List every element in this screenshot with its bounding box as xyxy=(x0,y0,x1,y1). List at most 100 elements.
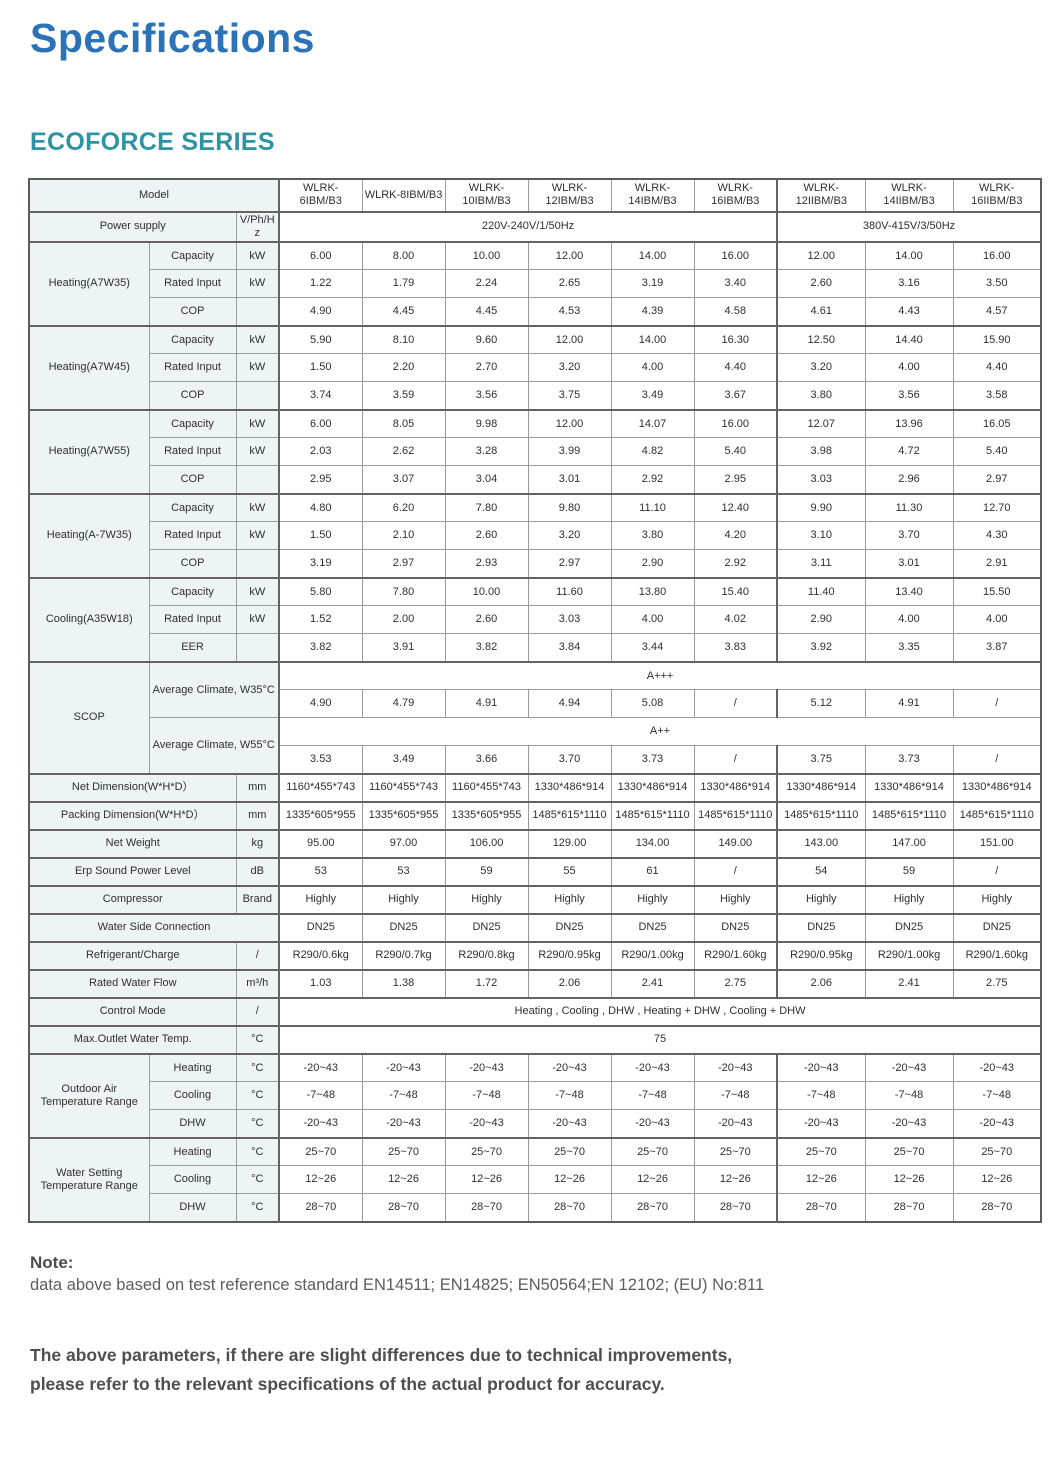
value-cell: 6.00 xyxy=(278,408,363,439)
value-cell: R290/1.60kg xyxy=(693,940,778,971)
value-cell: 28~70 xyxy=(444,1193,529,1223)
value-cell: 4.30 xyxy=(952,521,1042,551)
model-name-cell: WLRK-10IBM/B3 xyxy=(444,178,529,213)
value-cell: Highly xyxy=(693,884,778,915)
value-cell: 2.06 xyxy=(527,968,612,999)
value-cell: 3.87 xyxy=(952,633,1042,663)
value-cell: 4.91 xyxy=(444,689,529,719)
spec-label: Capacity xyxy=(148,408,237,439)
value-cell: 10.00 xyxy=(444,576,529,607)
spec-label: DHW xyxy=(148,1193,237,1223)
unit-cell: kW xyxy=(235,408,280,439)
value-cell: 4.94 xyxy=(527,689,612,719)
spec-label: Average Climate, W55°C xyxy=(148,717,280,775)
value-cell: 2.92 xyxy=(610,465,695,495)
value-cell: 8.10 xyxy=(361,324,446,355)
value-cell: -20~43 xyxy=(444,1052,529,1083)
value-cell: 2.91 xyxy=(952,549,1042,579)
value-cell: 3.82 xyxy=(444,633,529,663)
value-cell: 13.80 xyxy=(610,576,695,607)
value-cell: 1.22 xyxy=(278,269,363,299)
disclaimer-line-1: The above parameters, if there are sligh… xyxy=(30,1344,733,1365)
model-name-cell: WLRK-8IBM/B3 xyxy=(361,178,446,213)
unit-cell xyxy=(235,633,280,663)
spec-label: COP xyxy=(148,465,237,495)
value-cell: DN25 xyxy=(864,912,954,943)
unit-cell: / xyxy=(235,996,280,1027)
group-label: Water Setting Temperature Range xyxy=(28,1136,150,1223)
value-cell: 15.40 xyxy=(693,576,778,607)
spec-label: Rated Water Flow xyxy=(28,968,237,999)
value-cell: 3.10 xyxy=(776,521,866,551)
value-cell: 2.70 xyxy=(444,353,529,383)
value-cell: 55 xyxy=(527,856,612,887)
value-cell: 3.01 xyxy=(864,549,954,579)
value-cell: 4.40 xyxy=(952,353,1042,383)
specifications-table: Model WLRK-6IBM/B3 WLRK-8IBM/B3 WLRK-10IBM/… xyxy=(28,177,1043,1223)
value-cell: -7~48 xyxy=(527,1081,612,1111)
value-cell: 4.90 xyxy=(278,689,363,719)
value-cell: 1335*605*955 xyxy=(444,800,529,831)
value-cell: 10.00 xyxy=(444,240,529,271)
spec-label: Heating xyxy=(148,1052,237,1083)
value-cell: 1485*615*1110 xyxy=(952,800,1042,831)
value-cell: R290/0.7kg xyxy=(361,940,446,971)
spec-label: EER xyxy=(148,633,237,663)
value-cell: 2.60 xyxy=(444,521,529,551)
spec-label: Cooling xyxy=(148,1165,237,1195)
value-cell: Highly xyxy=(361,884,446,915)
value-cell: 8.05 xyxy=(361,408,446,439)
value-cell: / xyxy=(952,856,1042,887)
value-cell: 3.28 xyxy=(444,437,529,467)
value-cell: 4.39 xyxy=(610,297,695,327)
unit-cell xyxy=(235,465,280,495)
value-cell: 1335*605*955 xyxy=(361,800,446,831)
value-cell: 3.98 xyxy=(776,437,866,467)
value-cell: 16.00 xyxy=(952,240,1042,271)
spec-label: Compressor xyxy=(28,884,237,915)
value-cell: 7.80 xyxy=(444,492,529,523)
value-cell: 12~26 xyxy=(952,1165,1042,1195)
spec-label: Erp Sound Power Level xyxy=(28,856,237,887)
model-name-cell: WLRK-12IIBM/B3 xyxy=(776,178,866,213)
value-cell: 3.53 xyxy=(278,745,363,775)
value-cell: 3.04 xyxy=(444,465,529,495)
value-cell: 2.90 xyxy=(610,549,695,579)
unit-cell: / xyxy=(235,940,280,971)
value-cell: 4.02 xyxy=(693,605,778,635)
value-cell: 13.40 xyxy=(864,576,954,607)
value-cell: -7~48 xyxy=(776,1081,866,1111)
value-cell: 5.40 xyxy=(952,437,1042,467)
unit-cell: kW xyxy=(235,605,280,635)
value-cell: 4.00 xyxy=(952,605,1042,635)
value-cell: 2.97 xyxy=(361,549,446,579)
unit-cell: kW xyxy=(235,324,280,355)
value-cell: 129.00 xyxy=(527,828,612,859)
model-name-cell: WLRK-16IIBM/B3 xyxy=(952,178,1042,213)
value-cell: 9.90 xyxy=(776,492,866,523)
value-cell: 134.00 xyxy=(610,828,695,859)
value-cell: 3.91 xyxy=(361,633,446,663)
value-cell: 1160*455*743 xyxy=(361,772,446,803)
value-cell: 3.20 xyxy=(527,521,612,551)
value-cell: 25~70 xyxy=(610,1136,695,1167)
value-cell: 5.12 xyxy=(776,689,866,719)
unit-cell: °C xyxy=(235,1165,280,1195)
spec-label: Average Climate, W35°C xyxy=(148,660,280,719)
value-cell: 4.43 xyxy=(864,297,954,327)
value-cell: 3.80 xyxy=(776,381,866,411)
unit-cell: dB xyxy=(235,856,280,887)
value-cell: 106.00 xyxy=(444,828,529,859)
value-cell: 3.16 xyxy=(864,269,954,299)
value-cell: 6.20 xyxy=(361,492,446,523)
value-cell: -20~43 xyxy=(864,1052,954,1083)
group-label: Heating(A7W35) xyxy=(28,240,150,327)
value-cell: 149.00 xyxy=(693,828,778,859)
value-cell: 2.65 xyxy=(527,269,612,299)
value-cell: 3.56 xyxy=(864,381,954,411)
value-cell: 2.90 xyxy=(776,605,866,635)
value-cell: 3.83 xyxy=(693,633,778,663)
spec-label: Rated Input xyxy=(148,269,237,299)
value-cell: R290/1.00kg xyxy=(864,940,954,971)
value-cell: 2.20 xyxy=(361,353,446,383)
